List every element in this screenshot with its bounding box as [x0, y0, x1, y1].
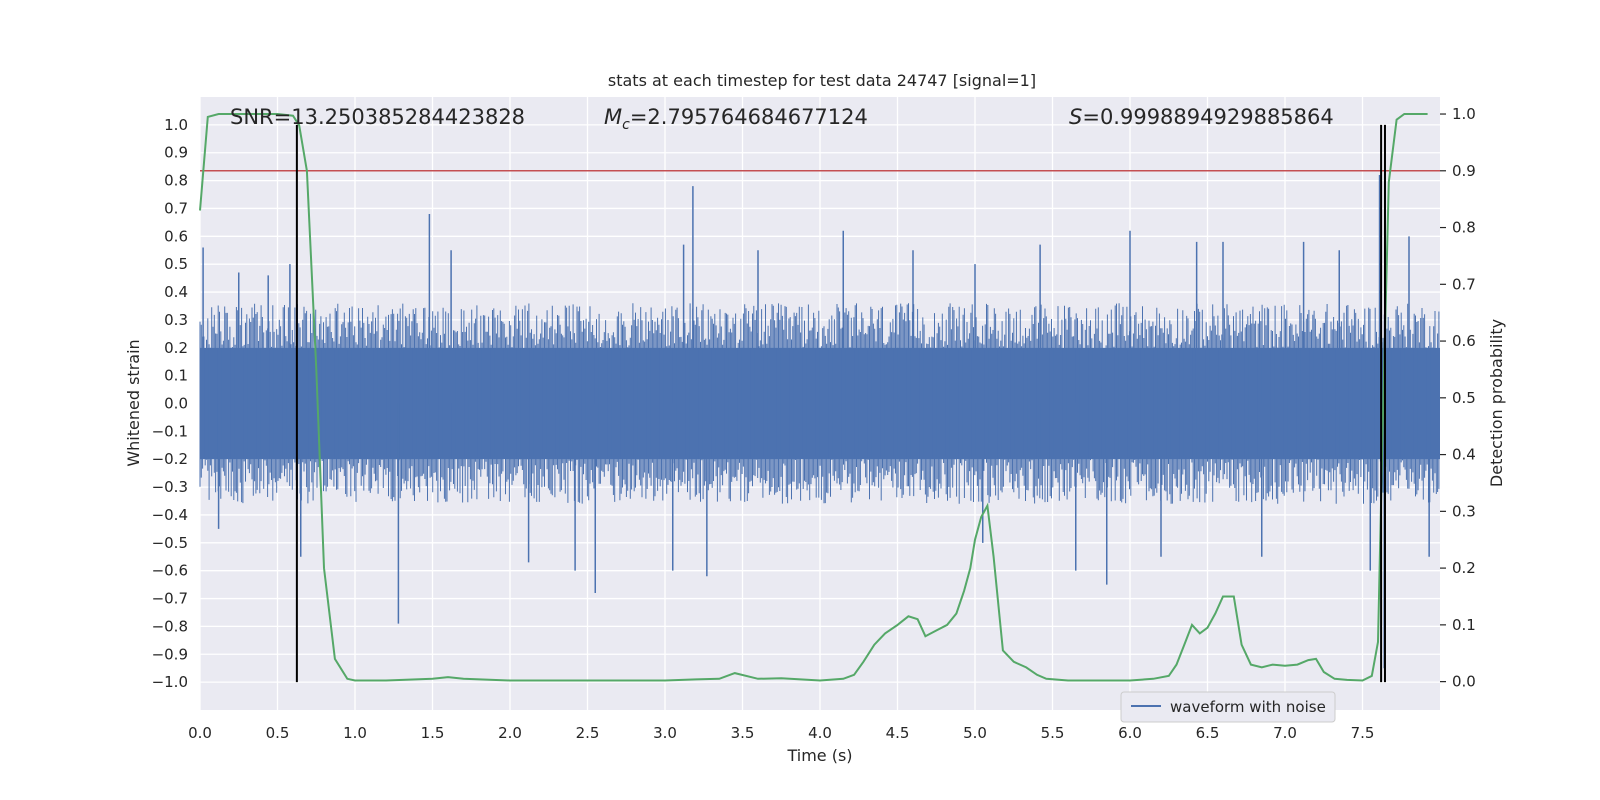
x-tick-label: 7.0: [1273, 724, 1297, 742]
y-tick-label: −0.6: [152, 562, 188, 580]
y2-tick-label: 0.9: [1452, 162, 1476, 180]
y-tick-label: 0.9: [164, 144, 188, 162]
chirp-mass-subscript: c: [622, 117, 630, 133]
y2-axis-ticks: 0.0 0.1 0.2 0.3 0.4 0.5 0.6 0.7 0.8 0.9 1.0: [1440, 105, 1476, 691]
waveform-noise-band: [199, 175, 1440, 669]
chart-title: stats at each timestep for test data 247…: [608, 71, 1036, 90]
x-tick-label: 3.5: [731, 724, 755, 742]
legend-box: [1120, 691, 1336, 723]
legend-entry-waveform: waveform with noise: [1170, 698, 1326, 716]
x-axis-ticks: 0.0 0.5 1.0 1.5 2.0 2.5 3.0 3.5 4.0 4.5 5.0 5.5 6.0 6…: [188, 724, 1374, 742]
y-tick-label: −0.3: [152, 478, 188, 496]
y2-tick-label: 0.1: [1452, 616, 1476, 634]
chirp-mass-value: =2.795764684677124: [630, 105, 868, 129]
x-tick-label: 6.5: [1196, 724, 1220, 742]
y-tick-label: 0.2: [164, 339, 188, 357]
score-annotation: S=0.9998894929885864: [1069, 105, 1334, 129]
x-tick-label: 1.5: [421, 724, 445, 742]
legend: waveform with noise: [1120, 691, 1336, 723]
detection-probability-line: [199, 113, 1428, 682]
y-tick-label: 0.7: [164, 199, 188, 217]
y2-tick-label: 0.8: [1452, 219, 1476, 237]
y2-tick-label: 0.5: [1452, 389, 1476, 407]
x-tick-label: 7.5: [1351, 724, 1375, 742]
y2-axis-label: Detection probability: [1487, 319, 1506, 487]
y-tick-label: −0.5: [152, 534, 188, 552]
chirp-mass-annotation: Mc=2.795764684677124: [604, 105, 868, 133]
x-tick-label: 4.5: [886, 724, 910, 742]
y-tick-label: 0.6: [164, 227, 188, 245]
x-axis-label: Time (s): [786, 746, 852, 765]
y2-tick-label: 0.2: [1452, 559, 1476, 577]
score-value: =0.9998894929885864: [1082, 105, 1333, 129]
x-tick-label: 5.0: [963, 724, 987, 742]
chirp-mass-symbol: M: [604, 105, 622, 129]
y-tick-label: 0.3: [164, 311, 188, 329]
y-tick-label: −1.0: [152, 673, 188, 691]
y2-tick-label: 0.7: [1452, 275, 1476, 293]
y2-tick-label: 0.4: [1452, 446, 1476, 464]
y2-tick-label: 1.0: [1452, 105, 1476, 123]
y-tick-label: 0.4: [164, 283, 188, 301]
y-tick-label: −0.7: [152, 590, 188, 608]
y2-tick-label: 0.6: [1452, 332, 1476, 350]
x-tick-label: 1.0: [343, 724, 367, 742]
y-tick-label: −0.8: [152, 617, 188, 635]
y2-tick-label: 0.0: [1452, 673, 1476, 691]
y2-tick-label: 0.3: [1452, 502, 1476, 520]
y-tick-label: 0.5: [164, 255, 188, 273]
x-tick-label: 3.0: [653, 724, 677, 742]
y-axis-ticks: −1.0 −0.9 −0.8 −0.7 −0.6 −0.5 −0.4 −0.3 −0.2 −0.1…: [152, 116, 188, 691]
y-axis-label: Whitened strain: [124, 339, 143, 466]
waveform-trace: [199, 303, 1440, 504]
y-tick-label: −0.4: [152, 506, 188, 524]
y-tick-label: −0.9: [152, 645, 188, 663]
y-tick-label: −0.1: [152, 422, 188, 440]
y-tick-label: −0.2: [152, 450, 188, 468]
x-tick-label: 2.0: [498, 724, 522, 742]
x-tick-label: 0.0: [188, 724, 212, 742]
x-tick-label: 5.5: [1041, 724, 1065, 742]
y-tick-label: 0.0: [164, 395, 188, 413]
y-tick-label: 0.1: [164, 367, 188, 385]
x-tick-label: 0.5: [266, 724, 290, 742]
x-tick-label: 4.0: [808, 724, 832, 742]
vertical-markers: [295, 124, 1386, 683]
score-symbol: S: [1069, 105, 1082, 129]
y-tick-label: 1.0: [164, 116, 188, 134]
snr-annotation: SNR=13.250385284423828: [230, 105, 525, 129]
x-tick-label: 2.5: [576, 724, 600, 742]
y-tick-label: 0.8: [164, 172, 188, 190]
x-tick-label: 6.0: [1118, 724, 1142, 742]
